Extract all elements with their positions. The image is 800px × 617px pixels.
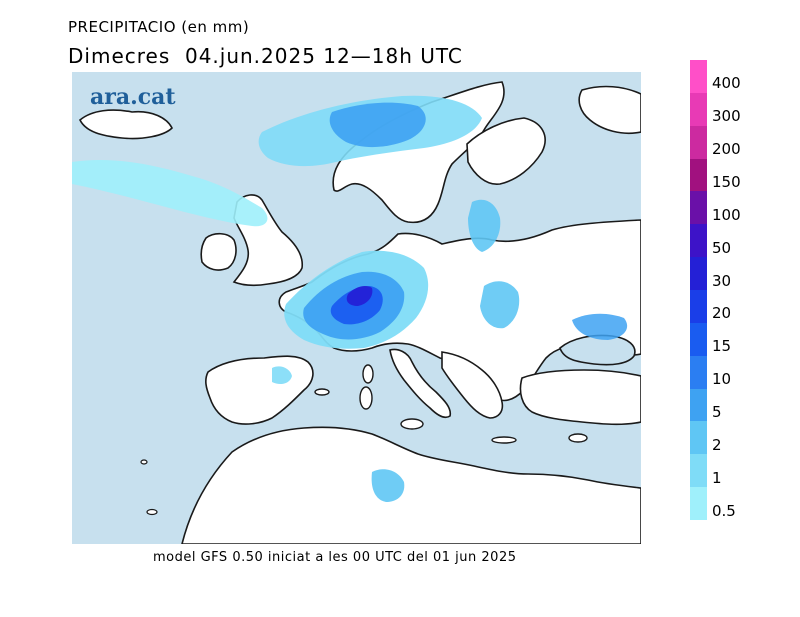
precipitation-legend: 400 300 200 150 100 50 30 20 15 10 5 2 1 0.5 <box>690 60 790 530</box>
precip-east-europe <box>480 281 520 329</box>
map-svg <box>72 72 641 544</box>
precip-atlantic-band <box>72 159 268 227</box>
land-ireland <box>200 232 237 271</box>
land-iceland <box>79 109 173 140</box>
land-italy <box>389 348 452 419</box>
legend-swatch <box>690 487 707 521</box>
precip-scandinavia-5mm <box>329 102 426 148</box>
legend-label: 1 <box>712 468 722 487</box>
legend-label: 400 <box>712 74 741 93</box>
legend-swatch <box>690 290 707 324</box>
land-balkans <box>441 351 504 419</box>
legend-swatch <box>690 454 707 488</box>
precip-black-sea <box>572 313 628 340</box>
legend-swatch <box>690 92 707 127</box>
legend-label: 200 <box>712 140 741 159</box>
land-madeira <box>140 459 148 465</box>
legend-label: 15 <box>712 337 732 356</box>
legend-label: 5 <box>712 403 722 421</box>
legend-swatch <box>690 158 707 192</box>
model-info: model GFS 0.50 iniciat a les 00 UTC del … <box>153 550 517 565</box>
land-corsica <box>362 364 374 384</box>
legend-label: 0.5 <box>712 501 736 520</box>
legend-label: 150 <box>712 173 741 191</box>
legend-swatch <box>690 355 707 390</box>
legend-label: 20 <box>712 304 732 323</box>
legend-swatch <box>690 60 707 94</box>
forecast-date: Dimecres 04.jun.2025 12—18h UTC <box>68 44 463 68</box>
legend-swatch <box>690 191 707 225</box>
land-kola <box>578 85 641 135</box>
legend-swatch <box>690 322 707 357</box>
map-title: PRECIPITACIO (en mm) <box>68 18 250 36</box>
precip-iberia <box>272 366 292 384</box>
legend-label: 2 <box>712 435 722 454</box>
legend-swatch <box>690 257 707 291</box>
precip-north-africa <box>371 469 405 502</box>
legend-swatch <box>690 224 707 258</box>
land-north-africa <box>181 426 641 544</box>
precip-baltic <box>468 199 501 252</box>
land-sicily <box>400 418 424 430</box>
legend-label: 300 <box>712 107 741 126</box>
legend-swatch <box>690 125 707 160</box>
land-canary <box>146 508 158 516</box>
legend-label: 50 <box>712 238 732 257</box>
precipitation-layer <box>72 95 628 502</box>
precipitation-map <box>72 72 641 544</box>
land-balearics <box>314 388 330 396</box>
land-anatolia <box>519 369 641 426</box>
legend-swatch <box>690 388 707 422</box>
legend-label: 100 <box>712 205 741 224</box>
land-cyprus <box>568 433 588 443</box>
aracat-logo: ara.cat <box>90 84 176 110</box>
precip-alps-30mm <box>346 286 373 306</box>
land-finland <box>466 117 546 185</box>
legend-swatch <box>690 421 707 455</box>
land-sardinia <box>359 386 373 410</box>
legend-label: 30 <box>712 271 732 290</box>
legend-label: 10 <box>712 370 732 389</box>
land-crete <box>491 436 517 444</box>
